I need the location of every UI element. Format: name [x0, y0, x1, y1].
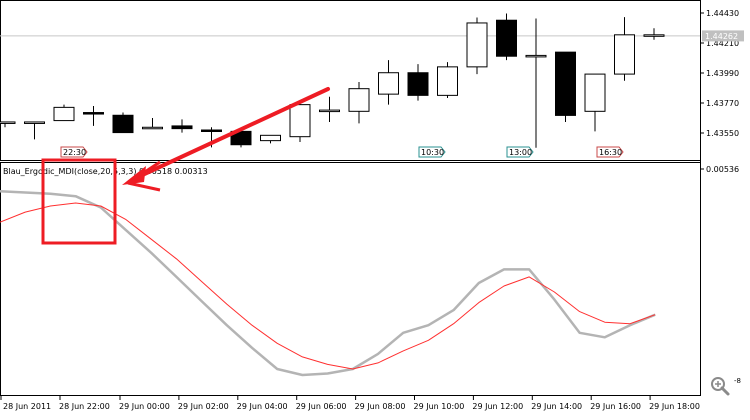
time-marker: 10:30	[418, 146, 446, 158]
candle	[643, 28, 665, 40]
time-tick-label: 28 Jun 22:00	[59, 402, 110, 411]
time-tick-label: 29 Jun 02:00	[178, 402, 229, 411]
candle-body	[319, 109, 340, 113]
price-axis: 1.44430 1.44210 1.43990 1.43770 1.43550	[700, 9, 739, 138]
time-tick-label: 29 Jun 12:00	[472, 402, 523, 411]
candlestick-series	[0, 13, 665, 148]
time-tick-label: 29 Jun 00:00	[119, 402, 170, 411]
annotation-arrow-head-edge	[127, 160, 161, 185]
candle-body	[112, 114, 134, 134]
candle-body	[83, 112, 104, 115]
candle-body	[614, 34, 635, 75]
price-tick-label: 1.43770	[706, 99, 739, 108]
time-marker-shape	[418, 146, 446, 158]
time-axis: 28 Jun 2011 28 Jun 22:00 29 Jun 00:00 29 Ju…	[0, 396, 700, 411]
candle	[555, 51, 576, 122]
candle	[466, 17, 488, 75]
candle	[437, 62, 458, 98]
indicator-main-line	[0, 190, 656, 377]
indicator-lines	[0, 190, 656, 377]
candle-body	[0, 121, 16, 124]
price-tick-label: 1.44430	[706, 9, 739, 18]
price-tick-label: 1.44210	[706, 39, 739, 48]
candle-body	[53, 106, 75, 122]
candle	[142, 118, 163, 130]
current-price-label: 1.44262	[705, 32, 738, 41]
time-tick-label: 28 Jun 2011	[3, 402, 51, 411]
candle	[230, 130, 252, 148]
price-tick-label: 1.43550	[706, 129, 739, 138]
time-marker: 22:30	[60, 146, 88, 158]
candle-body	[555, 51, 576, 116]
indicator-scale-top: 0.00536	[706, 165, 739, 174]
candle	[171, 119, 193, 133]
annotation-arrow	[136, 87, 330, 179]
candle-body	[437, 66, 458, 96]
candle	[24, 121, 45, 140]
candle	[407, 64, 429, 101]
candle	[378, 60, 399, 105]
candle-body	[525, 54, 547, 58]
annotation-arrow-head	[122, 166, 146, 185]
candle	[584, 73, 606, 132]
annotation-arrow-head-edge	[127, 181, 161, 192]
candle-body	[171, 125, 193, 130]
time-marker-label: 22:30	[63, 148, 86, 157]
time-marker-shape	[596, 146, 624, 158]
time-marker-shape	[506, 146, 534, 158]
time-tick-label: 29 Jun 08:00	[355, 402, 406, 411]
candle	[83, 106, 104, 126]
time-marker-label: 16:30	[599, 148, 622, 157]
time-tick-label: 29 Jun 06:00	[296, 402, 347, 411]
candle-body	[348, 88, 370, 112]
candle	[348, 82, 370, 124]
candle-body	[584, 73, 606, 112]
price-tick-label: 1.43990	[706, 69, 739, 78]
candle-body	[643, 34, 665, 37]
time-tick-label: 29 Jun 14:00	[531, 402, 582, 411]
candle-body	[260, 134, 281, 142]
candle	[53, 104, 75, 122]
indicator-title: Blau_Ergodic_MDI(close,20,5,3,3) 0.00518…	[3, 167, 208, 176]
magnifier-icon[interactable]	[711, 377, 730, 396]
time-marker: 13:00	[506, 146, 534, 158]
candle	[525, 18, 547, 148]
indicator-signal-line	[0, 202, 656, 370]
candle-body	[201, 129, 222, 132]
time-tick-label: 29 Jun 18:00	[649, 402, 700, 411]
time-tick-label: 29 Jun 16:00	[590, 402, 641, 411]
candle-body	[289, 104, 311, 138]
time-tick-label: 29 Jun 10:00	[414, 402, 465, 411]
time-marker-label: 10:30	[421, 148, 444, 157]
candle-body	[142, 126, 163, 130]
time-marker-shape	[60, 146, 88, 158]
candle	[260, 134, 281, 144]
candle	[0, 121, 16, 128]
highlight-box	[41, 158, 117, 245]
time-marker-label: 13:00	[509, 148, 532, 157]
time-tick-label: 29 Jun 04:00	[237, 402, 288, 411]
candle	[112, 112, 134, 134]
corner-glyph: -8	[734, 377, 741, 385]
candle-body	[407, 72, 429, 96]
candle-body	[24, 121, 45, 124]
candle	[289, 102, 311, 142]
candle	[614, 17, 635, 81]
candle	[319, 96, 340, 122]
time-marker: 16:30	[596, 146, 624, 158]
candle	[496, 13, 517, 61]
current-price-tag	[702, 30, 744, 42]
candle-body	[496, 19, 517, 57]
candle-body	[466, 22, 488, 68]
candle-body	[378, 72, 399, 95]
